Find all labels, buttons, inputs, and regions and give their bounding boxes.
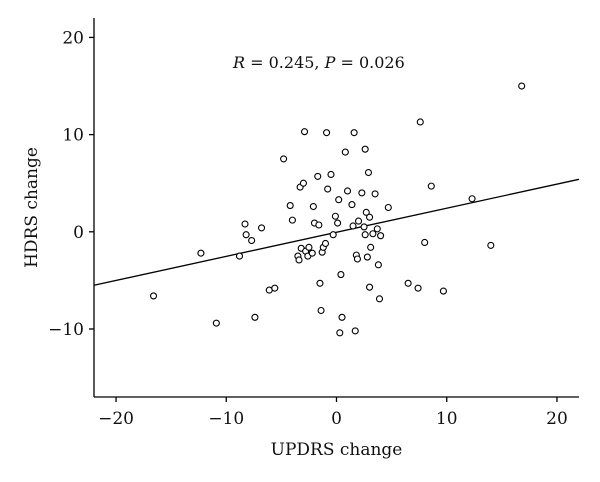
data-point bbox=[371, 190, 379, 198]
data-point bbox=[375, 295, 384, 303]
data-point bbox=[315, 221, 323, 229]
data-point bbox=[295, 256, 303, 264]
data-point bbox=[257, 224, 266, 232]
y-axis-ticks: −10 0 10 20 bbox=[48, 28, 94, 340]
x-tick-label: 20 bbox=[546, 409, 568, 429]
data-point bbox=[288, 216, 296, 224]
data-point bbox=[334, 219, 342, 227]
data-point bbox=[324, 185, 332, 193]
x-tick-label: 0 bbox=[331, 409, 342, 429]
data-point bbox=[351, 327, 359, 335]
data-point bbox=[439, 287, 447, 295]
data-point bbox=[354, 217, 363, 225]
data-point bbox=[242, 231, 250, 239]
data-point bbox=[360, 223, 368, 231]
data-point bbox=[212, 319, 220, 327]
data-point bbox=[421, 238, 429, 247]
data-point bbox=[414, 284, 422, 292]
r-value: = 0.245, bbox=[245, 53, 325, 72]
data-point bbox=[308, 249, 316, 257]
data-point bbox=[271, 284, 279, 292]
data-point bbox=[364, 168, 373, 177]
data-point bbox=[341, 148, 349, 156]
x-tick-label: −10 bbox=[208, 409, 244, 429]
data-point bbox=[321, 239, 330, 248]
data-point bbox=[336, 329, 344, 337]
y-tick-label: −10 bbox=[48, 320, 84, 340]
data-point bbox=[323, 129, 331, 137]
data-point bbox=[362, 208, 370, 216]
data-point bbox=[280, 155, 288, 163]
data-point bbox=[197, 249, 205, 257]
y-tick-label: 20 bbox=[62, 28, 84, 48]
plot-frame bbox=[93, 18, 579, 398]
data-point bbox=[358, 189, 366, 197]
data-point bbox=[367, 243, 375, 251]
data-point bbox=[427, 182, 435, 190]
data-point bbox=[353, 255, 361, 263]
data-point bbox=[329, 231, 337, 239]
data-point bbox=[348, 201, 356, 209]
data-point bbox=[286, 202, 294, 210]
y-tick-label: 0 bbox=[73, 223, 84, 243]
data-point bbox=[518, 82, 526, 90]
data-point bbox=[251, 313, 259, 321]
data-point bbox=[314, 172, 322, 180]
data-point bbox=[350, 129, 358, 137]
r-symbol: R bbox=[232, 53, 245, 72]
x-axis-ticks: −20 −10 0 10 20 bbox=[98, 397, 568, 429]
correlation-annotation: R = 0.245, P = 0.026 bbox=[232, 53, 405, 72]
x-tick-label: 10 bbox=[436, 409, 458, 429]
data-point bbox=[327, 170, 335, 179]
data-point bbox=[404, 279, 412, 287]
data-point bbox=[369, 230, 377, 238]
data-point bbox=[337, 271, 345, 279]
data-point bbox=[343, 187, 352, 195]
p-symbol: P bbox=[324, 53, 336, 72]
data-point bbox=[331, 212, 339, 220]
data-point bbox=[361, 231, 369, 239]
data-point bbox=[316, 279, 324, 287]
data-point bbox=[299, 179, 307, 187]
data-point bbox=[317, 306, 325, 315]
data-point bbox=[149, 292, 158, 300]
data-point bbox=[248, 236, 256, 245]
data-point bbox=[377, 232, 385, 240]
data-point bbox=[309, 202, 317, 211]
data-point bbox=[366, 283, 374, 291]
data-point bbox=[487, 241, 495, 249]
data-point bbox=[335, 196, 343, 204]
y-tick-label: 10 bbox=[62, 126, 84, 146]
data-point bbox=[363, 253, 371, 261]
data-point bbox=[416, 118, 424, 126]
data-point bbox=[366, 213, 374, 221]
data-point bbox=[468, 195, 476, 203]
data-points bbox=[149, 82, 526, 337]
y-axis-title: HDRS change bbox=[22, 147, 42, 268]
data-point bbox=[361, 145, 369, 153]
data-point bbox=[338, 313, 346, 321]
data-point bbox=[241, 220, 249, 228]
data-point bbox=[305, 243, 313, 251]
data-point bbox=[235, 252, 244, 260]
data-point bbox=[374, 261, 382, 269]
data-point bbox=[384, 203, 392, 212]
x-axis-title: UPDRS change bbox=[271, 440, 403, 460]
x-tick-label: −20 bbox=[98, 409, 134, 429]
p-value: = 0.026 bbox=[335, 53, 404, 72]
data-point bbox=[349, 222, 357, 230]
data-point bbox=[373, 225, 381, 233]
data-point bbox=[300, 128, 309, 136]
regression-line bbox=[93, 178, 580, 286]
